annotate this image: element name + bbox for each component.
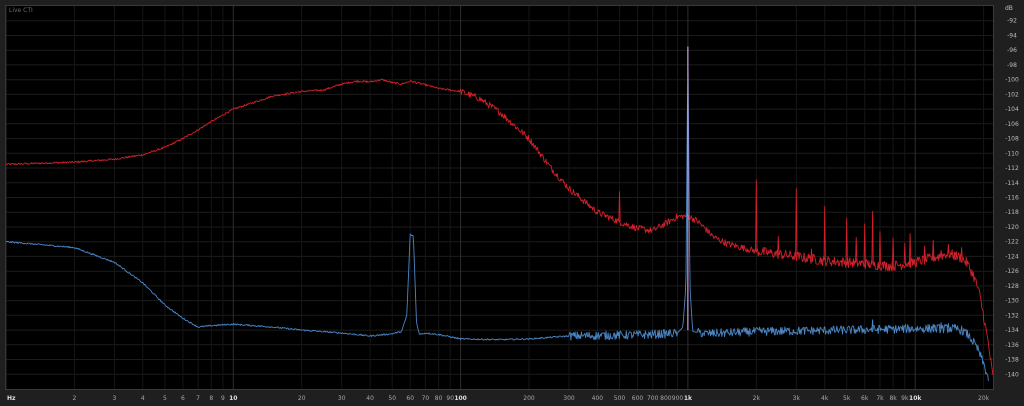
y-tick-label: -132 [1005,312,1019,319]
x-tick-label: 5 [163,395,167,402]
x-tick-label: 50 [388,395,396,402]
x-tick-label: 80 [435,395,443,402]
y-tick-label: -96 [1007,47,1017,54]
x-tick-label: 40 [366,395,374,402]
y-tick-label: -138 [1005,357,1019,364]
y-tick-label: -116 [1005,195,1019,202]
y-tick-label: -114 [1005,180,1019,187]
x-tick-label: 2 [72,395,76,402]
x-tick-label: 70 [422,395,430,402]
x-tick-label: 90 [446,395,454,402]
y-tick-label: -118 [1005,209,1019,216]
y-tick-label: -134 [1005,327,1019,334]
x-tick-label: 60 [406,395,414,402]
x-tick-label: 600 [632,395,644,402]
y-tick-label: -94 [1007,33,1017,40]
x-tick-label: Hz [7,395,16,402]
x-tick-label: 2k [753,395,761,402]
x-tick-label: 900 [672,395,684,402]
x-tick-label: 4k [821,395,829,402]
x-tick-label: 4 [141,395,145,402]
x-tick-label: 9k [901,395,909,402]
y-tick-label: -140 [1005,371,1019,378]
y-tick-label: -120 [1005,224,1019,231]
x-tick-label: 7 [196,395,200,402]
y-tick-label: -126 [1005,268,1019,275]
x-tick-label: 8 [209,395,213,402]
y-tick-label: -98 [1007,62,1017,69]
series-line-red [5,78,994,376]
x-tick-label: 7k [876,395,884,402]
x-tick-label: 9 [221,395,225,402]
x-tick-label: 8k [889,395,897,402]
x-tick-label: 5k [843,395,851,402]
x-tick-label: 6k [861,395,869,402]
x-tick-label: 20k [978,395,990,402]
x-tick-label: 200 [523,395,535,402]
y-tick-label: -136 [1005,342,1019,349]
y-tick-label: -124 [1005,253,1019,260]
x-tick-label: 10k [909,395,922,402]
x-tick-label: 30 [338,395,346,402]
y-tick-label: -110 [1005,150,1019,157]
y-tick-label: -112 [1005,165,1019,172]
window-title: Live CTI [9,7,33,14]
x-tick-label: 400 [592,395,604,402]
x-tick-label: 6 [181,395,185,402]
x-tick-label: 10 [229,395,237,402]
y-tick-label: -122 [1005,239,1019,246]
x-tick-label: 700 [647,395,659,402]
x-tick-label: 500 [614,395,626,402]
y-tick-label: -100 [1005,77,1019,84]
x-tick-label: 3 [112,395,116,402]
y-tick-label: -130 [1005,298,1019,305]
y-tick-label: -128 [1005,283,1019,290]
y-tick-label: -104 [1005,106,1019,113]
x-tick-label: 20 [298,395,306,402]
x-tick-label: 1k [684,395,693,402]
y-tick-label: -102 [1005,91,1019,98]
x-tick-label: 100 [454,395,467,402]
x-tick-label: 300 [563,395,575,402]
y-tick-label: -92 [1007,18,1017,25]
x-tick-label: 800 [660,395,672,402]
y-tick-label: -106 [1005,121,1019,128]
y-tick-label: -108 [1005,136,1019,143]
series-line-blue [5,69,989,381]
y-axis-unit: dB [1005,5,1013,12]
x-tick-label: 3k [793,395,801,402]
